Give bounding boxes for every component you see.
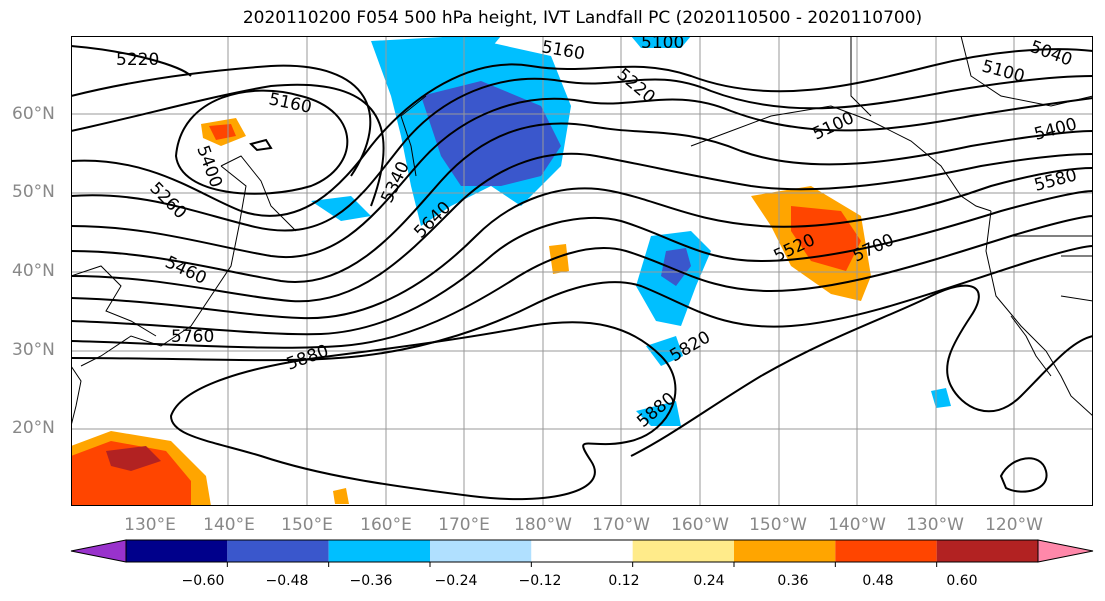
lat-label: 40°N <box>12 261 55 281</box>
colorbar-tick-label: −0.48 <box>265 573 309 589</box>
colorbar-extend-min <box>70 539 127 563</box>
colorbar-tick-label: −0.60 <box>181 573 225 589</box>
map-panel: 5220 5160 5400 5260 5460 5760 5880 5340 … <box>71 36 1093 506</box>
colorbar-extend-max <box>1037 539 1094 563</box>
lon-label: 140°W <box>828 515 886 535</box>
colorbar-cell <box>227 540 329 562</box>
colorbar <box>70 539 1094 567</box>
lon-label: 170°W <box>592 515 650 535</box>
colorbar-cell <box>126 540 228 562</box>
colorbar-tick-label: −0.12 <box>518 573 562 589</box>
colorbar-cell <box>328 540 430 562</box>
lon-label: 180°W <box>514 515 572 535</box>
lon-label: 160°E <box>360 515 412 535</box>
colorbar-cell <box>430 540 532 562</box>
contour-label: 5100 <box>641 36 684 53</box>
lat-label: 50°N <box>12 182 55 202</box>
lon-label: 140°E <box>203 515 255 535</box>
lon-label: 150°E <box>281 515 333 535</box>
colorbar-cell <box>632 540 734 562</box>
colorbar-cell <box>734 540 836 562</box>
height-contours <box>71 45 1093 501</box>
map-canvas: 5220 5160 5400 5260 5460 5760 5880 5340 … <box>71 36 1093 506</box>
contour-label: 5760 <box>171 327 214 347</box>
colorbar-cell <box>531 540 633 562</box>
lat-label: 30°N <box>12 340 55 360</box>
colorbar-tick-label: 0.24 <box>693 573 725 589</box>
ivt-shading <box>71 36 951 506</box>
lon-label: 130°E <box>124 515 176 535</box>
colorbar-tick-label: −0.24 <box>434 573 478 589</box>
lon-label: 130°W <box>906 515 964 535</box>
colorbar-outline <box>125 539 1039 563</box>
lat-label: 60°N <box>12 104 55 124</box>
lon-label: 150°W <box>749 515 807 535</box>
colorbar-tick-label: 0.60 <box>946 573 978 589</box>
colorbar-tick-label: 0.36 <box>777 573 809 589</box>
lon-label: 160°W <box>671 515 729 535</box>
lat-label: 20°N <box>12 418 55 438</box>
map-title: 2020110200 F054 500 hPa height, IVT Land… <box>242 8 923 28</box>
colorbar-cell <box>936 540 1038 562</box>
contour-label: 5220 <box>116 50 159 70</box>
lon-label: 170°E <box>438 515 490 535</box>
lon-label: 120°W <box>985 515 1043 535</box>
colorbar-cell <box>835 540 937 562</box>
colorbar-tick-label: 0.12 <box>608 573 640 589</box>
colorbar-tick-label: −0.36 <box>349 573 393 589</box>
colorbar-tick-label: 0.48 <box>862 573 894 589</box>
